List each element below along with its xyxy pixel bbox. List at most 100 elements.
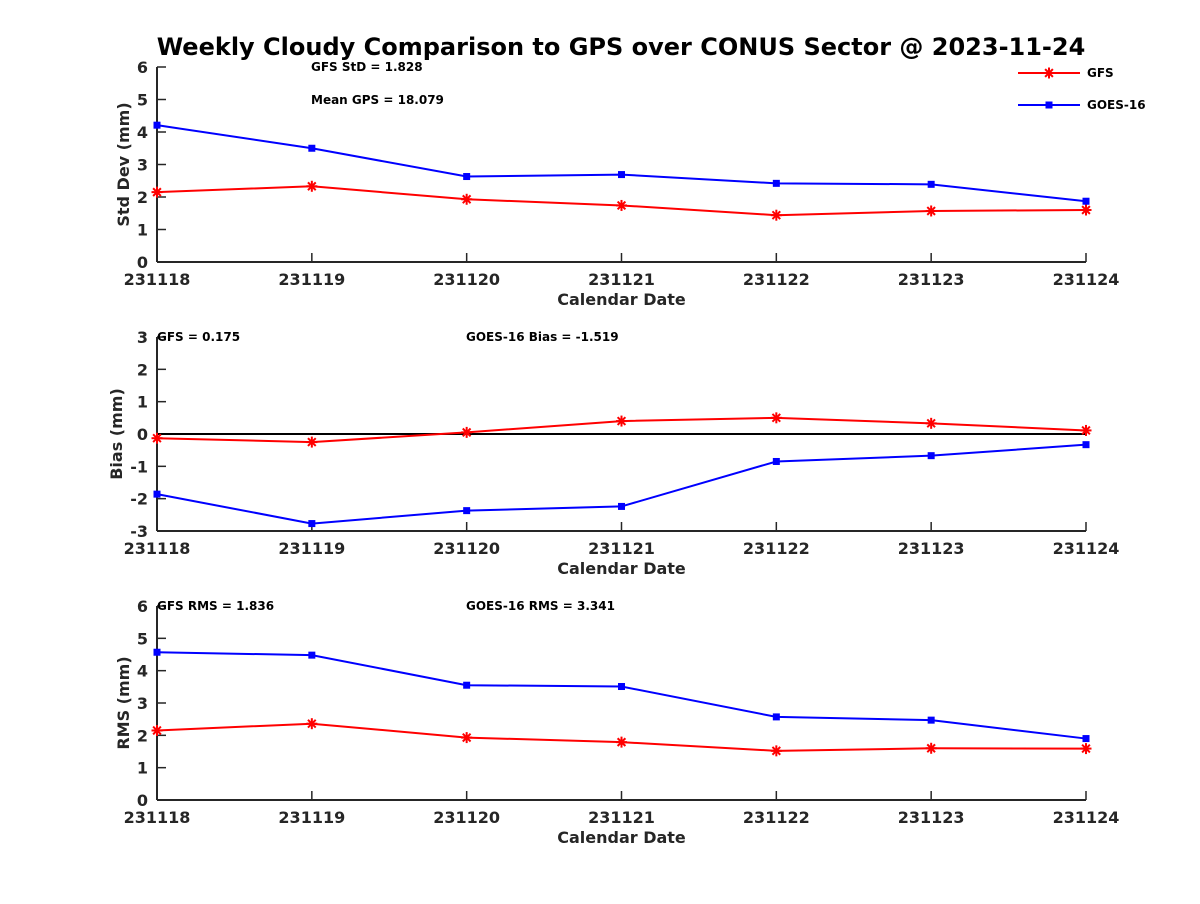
- data-point: [1082, 441, 1090, 449]
- data-point: [308, 651, 316, 659]
- data-point: [1080, 204, 1092, 216]
- stat-annotation: GOES-16 Bias = -1.519: [466, 330, 619, 344]
- data-point: [616, 736, 627, 748]
- legend-marker: [1045, 101, 1053, 109]
- data-point: [463, 507, 471, 515]
- x-axis-label: Calendar Date: [557, 290, 686, 309]
- data-point: [927, 452, 935, 460]
- series-gfs: [151, 718, 1092, 757]
- data-point: [461, 193, 473, 205]
- y-tick-label: 3: [137, 328, 148, 347]
- x-tick-label: 231118: [124, 539, 191, 558]
- data-point: [461, 426, 473, 438]
- data-point: [927, 180, 935, 188]
- legend-item: GOES-16: [1018, 98, 1146, 112]
- y-tick-label: 0: [137, 425, 148, 444]
- legend-label: GOES-16: [1087, 98, 1146, 112]
- panel-3: 0 1 2 3 4 5 6 231118 231119 231120 231121 231122 231…: [114, 597, 1119, 847]
- series-line: [156, 651, 1087, 740]
- series-goes-16: [153, 441, 1090, 528]
- chart-legend: GFS GOES-16: [1018, 66, 1146, 112]
- y-tick-label: 4: [137, 662, 148, 681]
- series-line: [156, 124, 1087, 203]
- data-point: [770, 209, 782, 221]
- y-tick-label: 2: [137, 188, 148, 207]
- data-point: [461, 732, 473, 744]
- data-point: [308, 520, 316, 528]
- data-point: [616, 415, 627, 427]
- x-tick-label: 231120: [433, 539, 500, 558]
- x-tick-label: 231121: [588, 270, 655, 289]
- data-point: [463, 681, 471, 689]
- x-tick-label: 231120: [433, 270, 500, 289]
- y-tick-label: 1: [137, 221, 148, 240]
- y-tick-label: 4: [137, 123, 148, 142]
- data-point: [1080, 424, 1092, 436]
- data-point: [618, 683, 625, 691]
- x-tick-label: 231123: [898, 270, 965, 289]
- x-tick-label: 231119: [278, 808, 345, 827]
- stat-annotation: GFS = 0.175: [157, 330, 240, 344]
- data-point: [772, 179, 780, 187]
- data-point: [306, 718, 318, 730]
- x-tick-label: 231118: [124, 270, 191, 289]
- y-tick-label: 6: [137, 597, 148, 616]
- x-tick-label: 231119: [278, 539, 345, 558]
- data-point: [308, 144, 316, 152]
- data-point: [151, 432, 163, 444]
- y-axis-label: RMS (mm): [114, 656, 133, 749]
- x-tick-label: 231120: [433, 808, 500, 827]
- y-tick-label: 6: [137, 58, 148, 77]
- x-tick-label: 231121: [588, 808, 655, 827]
- y-tick-label: -3: [130, 522, 148, 541]
- series-goes-16: [153, 648, 1090, 743]
- data-point: [151, 186, 163, 198]
- y-tick-label: 0: [137, 791, 148, 810]
- data-point: [770, 412, 782, 424]
- x-tick-label: 231121: [588, 539, 655, 558]
- y-tick-label: 3: [137, 694, 148, 713]
- data-point: [1082, 197, 1090, 205]
- data-point: [925, 417, 937, 429]
- data-point: [306, 180, 318, 192]
- x-tick-label: 231119: [278, 270, 345, 289]
- x-tick-label: 231123: [898, 539, 965, 558]
- y-tick-label: 2: [137, 360, 148, 379]
- data-point: [772, 457, 780, 465]
- panel-1: 0 1 2 3 4 5 6 231118 231119 231120 231121 231122 231…: [114, 58, 1119, 309]
- series-gfs: [151, 180, 1092, 221]
- y-tick-label: 2: [137, 726, 148, 745]
- x-axis-label: Calendar Date: [557, 828, 686, 847]
- series-gfs: [151, 412, 1092, 448]
- y-tick-label: 3: [137, 156, 148, 175]
- chart-title: Weekly Cloudy Comparison to GPS over CON…: [157, 33, 1086, 61]
- data-point: [153, 490, 161, 498]
- stat-annotation: GOES-16 RMS = 3.341: [466, 599, 615, 613]
- data-point: [618, 502, 625, 510]
- legend-item: GFS: [1018, 66, 1114, 80]
- x-tick-label: 231124: [1053, 270, 1120, 289]
- y-axis-label: Std Dev (mm): [114, 102, 133, 226]
- data-point: [618, 171, 625, 179]
- data-point: [770, 745, 782, 757]
- stat-annotation: GFS StD = 1.828: [311, 60, 423, 74]
- data-point: [927, 716, 935, 724]
- data-point: [925, 205, 937, 217]
- data-point: [925, 742, 937, 754]
- panel-2: -3 -2 -1 0 1 2 3 231118 231119 231120 231121 231122…: [107, 328, 1119, 578]
- legend-label: GFS: [1087, 66, 1114, 80]
- y-axis-label: Bias (mm): [107, 388, 126, 480]
- series-goes-16: [153, 121, 1090, 205]
- x-tick-label: 231123: [898, 808, 965, 827]
- x-tick-label: 231124: [1053, 808, 1120, 827]
- y-tick-label: -2: [130, 490, 148, 509]
- data-point: [153, 121, 161, 129]
- legend-marker: [1043, 67, 1055, 79]
- y-tick-label: 5: [137, 91, 148, 110]
- stat-annotation: Mean GPS = 18.079: [311, 93, 444, 107]
- stat-annotation: GFS RMS = 1.836: [157, 599, 274, 613]
- y-tick-label: 1: [137, 393, 148, 412]
